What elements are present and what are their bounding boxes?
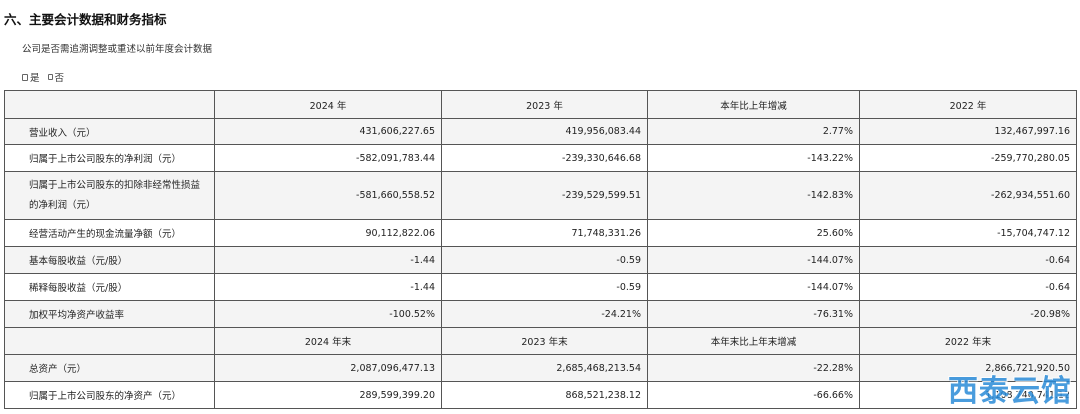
cell-2023: 71,748,331.26 — [441, 219, 648, 247]
header-cell: 2024 年末 — [214, 327, 442, 355]
cell-2022: 132,467,997.16 — [859, 118, 1077, 145]
table-row: 归属于上市公司股东的净利润（元） -582,091,783.44 -239,33… — [4, 144, 1077, 172]
cell-2023: -239,529,599.51 — [441, 171, 648, 220]
cell-2022: -20.98% — [859, 300, 1077, 328]
cell-change: -143.22% — [647, 144, 860, 172]
cell-change: -76.31% — [647, 300, 860, 328]
cell-2024: -581,660,558.52 — [214, 171, 442, 220]
row-label: 营业收入（元） — [4, 118, 215, 145]
restatement-question: 公司是否需追溯调整或重述以前年度会计数据 — [22, 44, 213, 55]
option-yes-label: 是 — [30, 73, 40, 84]
cell-2023: 868,521,238.12 — [441, 381, 648, 409]
cell-change: -144.07% — [647, 273, 860, 301]
cell-change: -142.83% — [647, 171, 860, 220]
cell-2023: 2,685,468,213.54 — [441, 354, 648, 382]
row-label: 归属于上市公司股东的净资产（元） — [4, 381, 215, 409]
restatement-options: 是 否 — [22, 70, 64, 84]
cell-2024: 2,087,096,477.13 — [214, 354, 442, 382]
table-row: 归属于上市公司股东的扣除非经常性损益的净利润（元） -581,660,558.5… — [4, 171, 1077, 220]
header-cell — [4, 327, 215, 355]
cell-2022: -0.64 — [859, 273, 1077, 301]
cell-2023: -0.59 — [441, 273, 648, 301]
section-title: 六、主要会计数据和财务指标 — [4, 12, 167, 27]
cell-change: 2.77% — [647, 118, 860, 145]
financial-data-table: 2024 年 2023 年 本年比上年增减 2022 年 营业收入（元） 431… — [4, 90, 1077, 409]
header-cell: 本年比上年增减 — [647, 90, 860, 119]
header-cell: 2023 年末 — [441, 327, 648, 355]
header-cell: 2022 年末 — [859, 327, 1077, 355]
table-row: 总资产（元） 2,087,096,477.13 2,685,468,213.54… — [4, 354, 1077, 382]
table-header-row: 2024 年末 2023 年末 本年末比上年末增减 2022 年末 — [4, 327, 1077, 355]
cell-2023: 419,956,083.44 — [441, 118, 648, 145]
cell-2023: -24.21% — [441, 300, 648, 328]
cell-2022: 2,866,721,920.50 — [859, 354, 1077, 382]
cell-2022: -15,704,747.12 — [859, 219, 1077, 247]
table-row: 基本每股收益（元/股） -1.44 -0.59 -144.07% -0.64 — [4, 246, 1077, 274]
table-row: 营业收入（元） 431,606,227.65 419,956,083.44 2.… — [4, 118, 1077, 145]
cell-2022: 1,108,740,741.12 — [859, 381, 1077, 409]
cell-2024: -1.44 — [214, 273, 442, 301]
cell-2024: -1.44 — [214, 246, 442, 274]
cell-2024: 90,112,822.06 — [214, 219, 442, 247]
cell-change: 25.60% — [647, 219, 860, 247]
cell-change: -144.07% — [647, 246, 860, 274]
header-cell: 2024 年 — [214, 90, 442, 119]
cell-2022: -0.64 — [859, 246, 1077, 274]
watermark-logo: 西泰云馆 — [948, 374, 1072, 409]
cell-2022: -262,934,551.60 — [859, 171, 1077, 220]
option-no-label: 否 — [54, 73, 65, 84]
row-label: 基本每股收益（元/股） — [4, 246, 215, 274]
cell-2024: -582,091,783.44 — [214, 144, 442, 172]
table-row: 归属于上市公司股东的净资产（元） 289,599,399.20 868,521,… — [4, 381, 1077, 409]
row-label: 归属于上市公司股东的扣除非经常性损益的净利润（元） — [4, 171, 215, 220]
header-cell: 2023 年 — [441, 90, 648, 119]
table-row: 经营活动产生的现金流量净额（元） 90,112,822.06 71,748,33… — [4, 219, 1077, 247]
row-label: 归属于上市公司股东的净利润（元） — [4, 144, 215, 172]
checkbox-no[interactable] — [47, 74, 53, 80]
cell-2024: -100.52% — [214, 300, 442, 328]
row-label: 总资产（元） — [4, 354, 215, 382]
header-cell: 2022 年 — [859, 90, 1077, 119]
cell-2024: 289,599,399.20 — [214, 381, 442, 409]
cell-2023: -239,330,646.68 — [441, 144, 648, 172]
row-label: 加权平均净资产收益率 — [4, 300, 215, 328]
table-row: 稀释每股收益（元/股） -1.44 -0.59 -144.07% -0.64 — [4, 273, 1077, 301]
header-cell — [4, 90, 215, 119]
table-header-row: 2024 年 2023 年 本年比上年增减 2022 年 — [4, 90, 1077, 119]
cell-change: -66.66% — [647, 381, 860, 409]
header-cell: 本年末比上年末增减 — [647, 327, 860, 355]
checkbox-yes[interactable] — [22, 73, 28, 81]
cell-2024: 431,606,227.65 — [214, 118, 442, 145]
row-label: 经营活动产生的现金流量净额（元） — [4, 219, 215, 247]
table-row: 加权平均净资产收益率 -100.52% -24.21% -76.31% -20.… — [4, 300, 1077, 328]
cell-2022: -259,770,280.05 — [859, 144, 1077, 172]
row-label: 稀释每股收益（元/股） — [4, 273, 215, 301]
cell-change: -22.28% — [647, 354, 860, 382]
cell-2023: -0.59 — [441, 246, 648, 274]
